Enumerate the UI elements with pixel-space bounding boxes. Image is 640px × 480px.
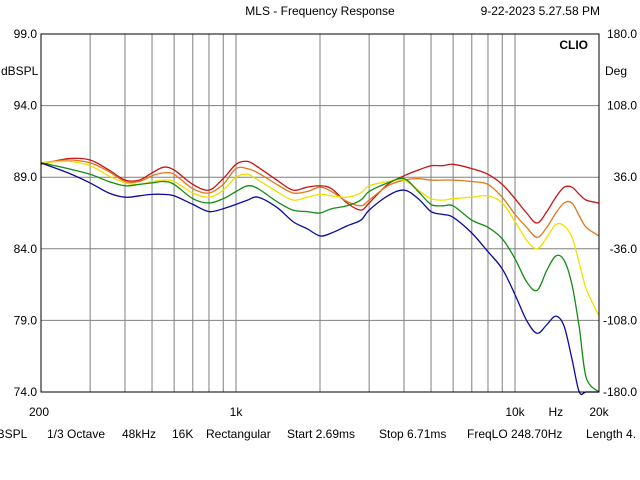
plot-frame	[40, 33, 600, 393]
status-start: Start 2.69ms	[287, 427, 356, 441]
y-left-tick-label: 84.0	[14, 242, 38, 256]
traces	[40, 157, 600, 396]
trace-red	[40, 157, 600, 224]
status-freqlo: FreqLO 248.70Hz	[467, 427, 563, 441]
axis-labels: 99.0 94.0 89.0 84.0 79.0 74.0 180.0 108.0 36.0 -3…	[14, 27, 638, 419]
y-right-tick-label: 180.0	[607, 27, 637, 41]
y-left-tick-label: 74.0	[14, 385, 38, 399]
y-right-tick-label: -108.0	[603, 313, 637, 327]
trace-green	[40, 162, 600, 393]
y-left-tick-label: 99.0	[14, 27, 38, 41]
status-length: Length 4.	[586, 427, 637, 441]
y-right-tick-label: -180.0	[603, 385, 637, 399]
y-left-tick-label: 94.0	[14, 99, 38, 113]
status-smoothing: 1/3 Octave	[47, 427, 106, 441]
grid	[41, 34, 599, 392]
trace-orange	[40, 159, 600, 238]
status-size: 16K	[172, 427, 194, 441]
y-right-tick-label: 108.0	[607, 99, 637, 113]
status-stop: Stop 6.71ms	[379, 427, 447, 441]
y-right-tick-label: 36.0	[614, 170, 638, 184]
y-right-tick-label: -36.0	[610, 242, 638, 256]
clio-logo: CLIO	[559, 38, 588, 52]
x-tick-label: 1k	[230, 405, 244, 419]
trace-yellow	[40, 160, 600, 317]
y-right-label: Deg	[605, 64, 627, 78]
status-unit: dBSPL	[0, 427, 28, 441]
x-tick-label: 200	[29, 405, 49, 419]
status-bar: dBSPL 1/3 Octave 48kHz 16K Rectangular S…	[0, 427, 640, 443]
chart-title: MLS - Frequency Response	[245, 4, 395, 18]
y-left-tick-label: 89.0	[14, 170, 38, 184]
status-window: Rectangular	[206, 427, 271, 441]
x-tick-label: 10k	[505, 405, 525, 419]
timestamp: 9-22-2023 5.27.58 PM	[481, 4, 600, 18]
x-tick-label: Hz	[548, 405, 563, 419]
y-left-label: dBSPL	[1, 64, 39, 78]
trace-blue	[40, 162, 599, 396]
status-sample-rate: 48kHz	[122, 427, 157, 441]
x-tick-label: 20k	[589, 405, 609, 419]
y-left-tick-label: 79.0	[14, 313, 38, 327]
